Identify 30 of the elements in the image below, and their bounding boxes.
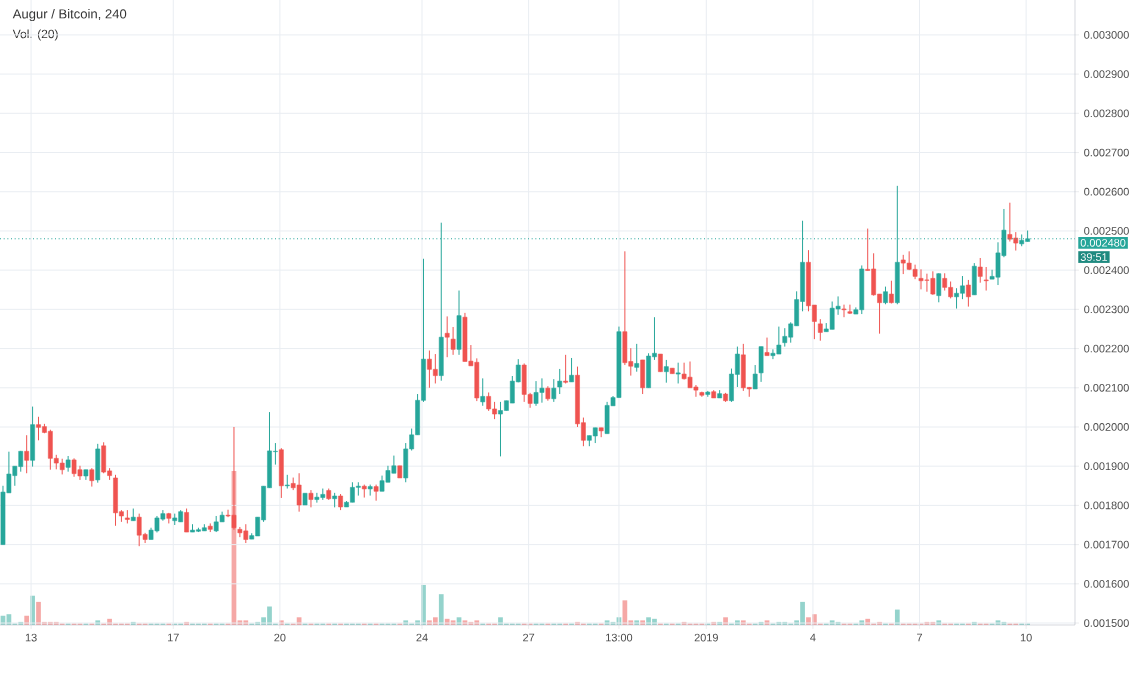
y-tick-label: 0.002700: [1084, 148, 1129, 157]
x-tick-label: 13: [25, 633, 37, 642]
x-tick-label: 27: [523, 633, 535, 642]
text: 39:51: [1080, 253, 1108, 261]
chart-title: Vol. (20): [12, 29, 58, 41]
x-tick-label: 24: [416, 633, 428, 642]
x-tick-label: 4: [810, 633, 816, 642]
ref-line-label: 0.002480: [1080, 238, 1126, 247]
x-tick-label: 20: [274, 633, 286, 642]
x-tick-label: 17: [168, 633, 179, 642]
y-tick-label: 0.001600: [1084, 579, 1129, 588]
y-tick-label: 0.001700: [1084, 540, 1129, 549]
x-tick-label: 10: [1020, 633, 1032, 642]
y-tick-label: 0.002600: [1084, 187, 1129, 196]
y-tick-label: 0.001500: [1084, 619, 1129, 627]
y-tick-label: 0.002200: [1084, 344, 1129, 353]
y-tick-label: 0.002800: [1084, 109, 1129, 118]
y-tick-label: 0.001800: [1084, 501, 1129, 510]
y-tick-label: 0.002400: [1084, 266, 1129, 275]
y-tick-label: 0.002900: [1084, 70, 1129, 78]
y-tick-label: 0.002300: [1084, 305, 1129, 314]
x-tick-label: 13:00: [606, 633, 633, 642]
y-tick-label: 0.001900: [1084, 462, 1129, 471]
x-tick-label: 7: [917, 633, 923, 642]
y-tick-label: 0.002000: [1084, 423, 1129, 431]
y-tick-label: 0.002100: [1084, 383, 1129, 392]
text: Augur / Bitcoin, 240: [12, 8, 127, 22]
x-tick-label: 2019: [694, 633, 718, 642]
y-tick-label: 0.003000: [1084, 31, 1129, 39]
y-tick-label: 0.002500: [1084, 227, 1129, 235]
